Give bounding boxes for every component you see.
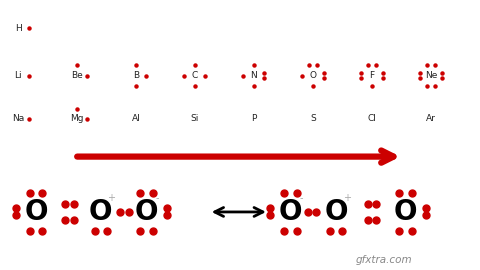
Text: Al: Al <box>132 114 140 123</box>
Text: Ne: Ne <box>425 71 437 80</box>
Text: O: O <box>89 198 112 226</box>
Text: P: P <box>251 114 257 123</box>
Text: Be: Be <box>71 71 83 80</box>
Text: O: O <box>135 198 158 226</box>
Text: Ar: Ar <box>426 114 436 123</box>
Text: -: - <box>155 193 159 204</box>
Text: B: B <box>133 71 139 80</box>
Text: O: O <box>394 198 417 226</box>
Text: Li: Li <box>14 71 22 80</box>
Text: Cl: Cl <box>368 114 376 123</box>
Text: H: H <box>15 24 22 33</box>
Text: O: O <box>279 198 302 226</box>
Text: -: - <box>299 193 303 204</box>
Text: C: C <box>192 71 198 80</box>
Text: +: + <box>108 193 115 204</box>
Text: S: S <box>310 114 316 123</box>
Text: Mg: Mg <box>70 114 84 123</box>
Text: O: O <box>24 198 48 226</box>
Text: +: + <box>343 193 350 204</box>
Text: O: O <box>324 198 348 226</box>
Text: Si: Si <box>191 114 199 123</box>
Text: F: F <box>370 71 374 80</box>
Text: Na: Na <box>12 114 24 123</box>
Text: gfxtra.com: gfxtra.com <box>356 255 412 265</box>
Text: O: O <box>310 71 316 80</box>
Text: N: N <box>251 71 257 80</box>
